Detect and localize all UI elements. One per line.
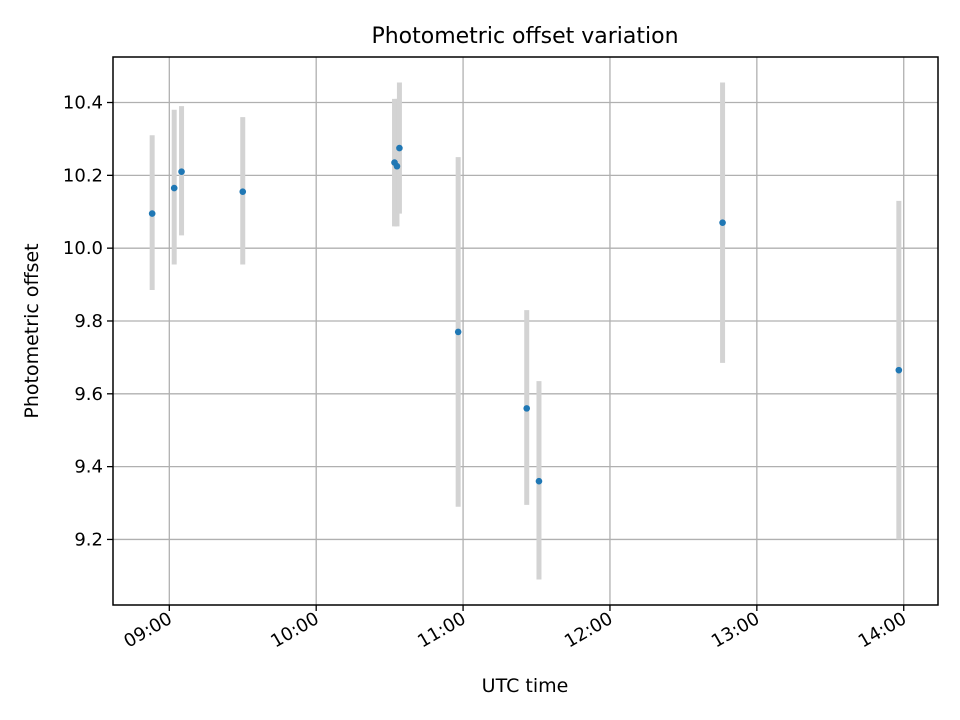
data-point bbox=[454, 328, 462, 336]
data-points bbox=[148, 144, 903, 485]
y-tick-label: 9.4 bbox=[74, 457, 103, 478]
y-axis-label: Photometric offset bbox=[21, 243, 43, 418]
y-tick-label: 10.2 bbox=[63, 165, 103, 186]
x-tick-label: 09:00 bbox=[120, 608, 175, 652]
data-point bbox=[396, 144, 403, 152]
plot-frame bbox=[112, 56, 939, 606]
y-tick-label: 9.2 bbox=[74, 529, 103, 550]
chart-title: Photometric offset variation bbox=[371, 24, 678, 49]
error-bars bbox=[149, 82, 902, 580]
x-tick-label: 14:00 bbox=[855, 608, 910, 652]
axis-ticks: 09:00 10:00 11:00 12:00 13:00 14:00 9.2 9.4 9.6 9… bbox=[63, 93, 910, 653]
data-point bbox=[393, 162, 401, 170]
data-point bbox=[719, 219, 726, 226]
y-tick-label: 10.0 bbox=[63, 238, 103, 259]
data-point bbox=[895, 366, 903, 374]
x-tick-label: 13:00 bbox=[708, 608, 763, 652]
y-tick-label: 10.4 bbox=[63, 93, 103, 114]
data-point bbox=[535, 477, 543, 485]
data-point bbox=[178, 168, 185, 175]
data-point bbox=[523, 405, 531, 412]
y-tick-label: 9.6 bbox=[74, 384, 103, 405]
data-point bbox=[170, 184, 178, 192]
data-point bbox=[239, 188, 247, 196]
x-tick-label: 11:00 bbox=[414, 608, 469, 652]
x-tick-label: 12:00 bbox=[561, 608, 616, 652]
data-point bbox=[148, 210, 156, 217]
x-axis-label: UTC time bbox=[482, 675, 569, 697]
x-tick-label: 10:00 bbox=[267, 608, 322, 652]
y-tick-label: 9.8 bbox=[74, 311, 103, 332]
